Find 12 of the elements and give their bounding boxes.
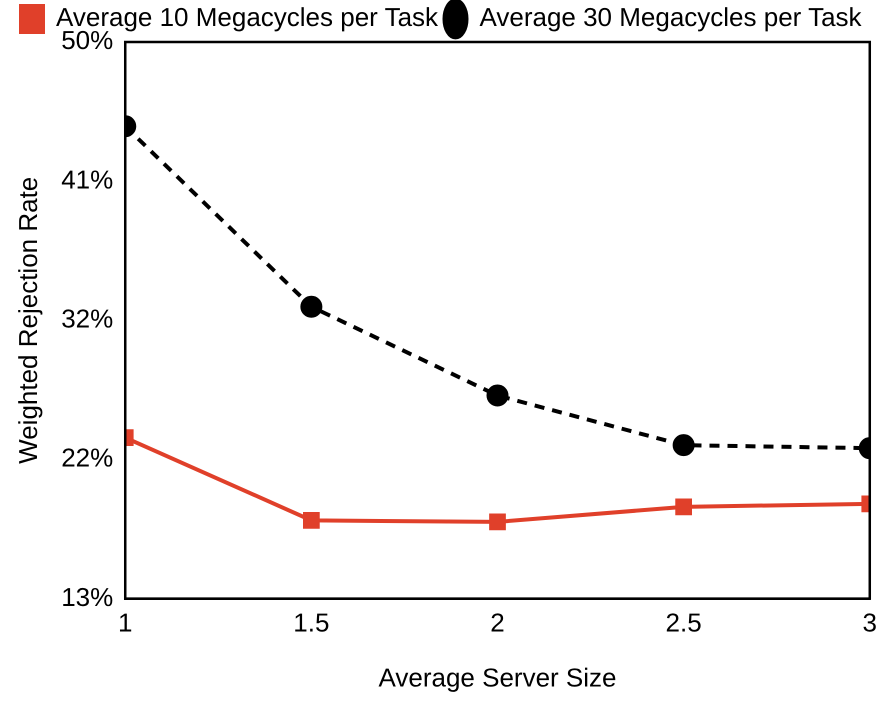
- x-tick-label: 2.5: [666, 607, 702, 638]
- x-tick-label: 1: [118, 607, 132, 638]
- y-tick-label: 22%: [61, 442, 114, 473]
- y-tick-label: 13%: [61, 582, 114, 612]
- y-tick-label: 32%: [61, 303, 114, 334]
- y-axis-title: Weighted Rejection Rate: [12, 176, 43, 464]
- x-tick-label: 2: [490, 607, 505, 638]
- y-tick-label: 41%: [61, 164, 114, 194]
- x-axis-title: Average Server Size: [378, 662, 616, 693]
- legend-label: Average 30 Megacycles per Task: [480, 2, 863, 32]
- x-tick-label: 3: [862, 607, 878, 638]
- x-tick-label: 1.5: [293, 607, 330, 638]
